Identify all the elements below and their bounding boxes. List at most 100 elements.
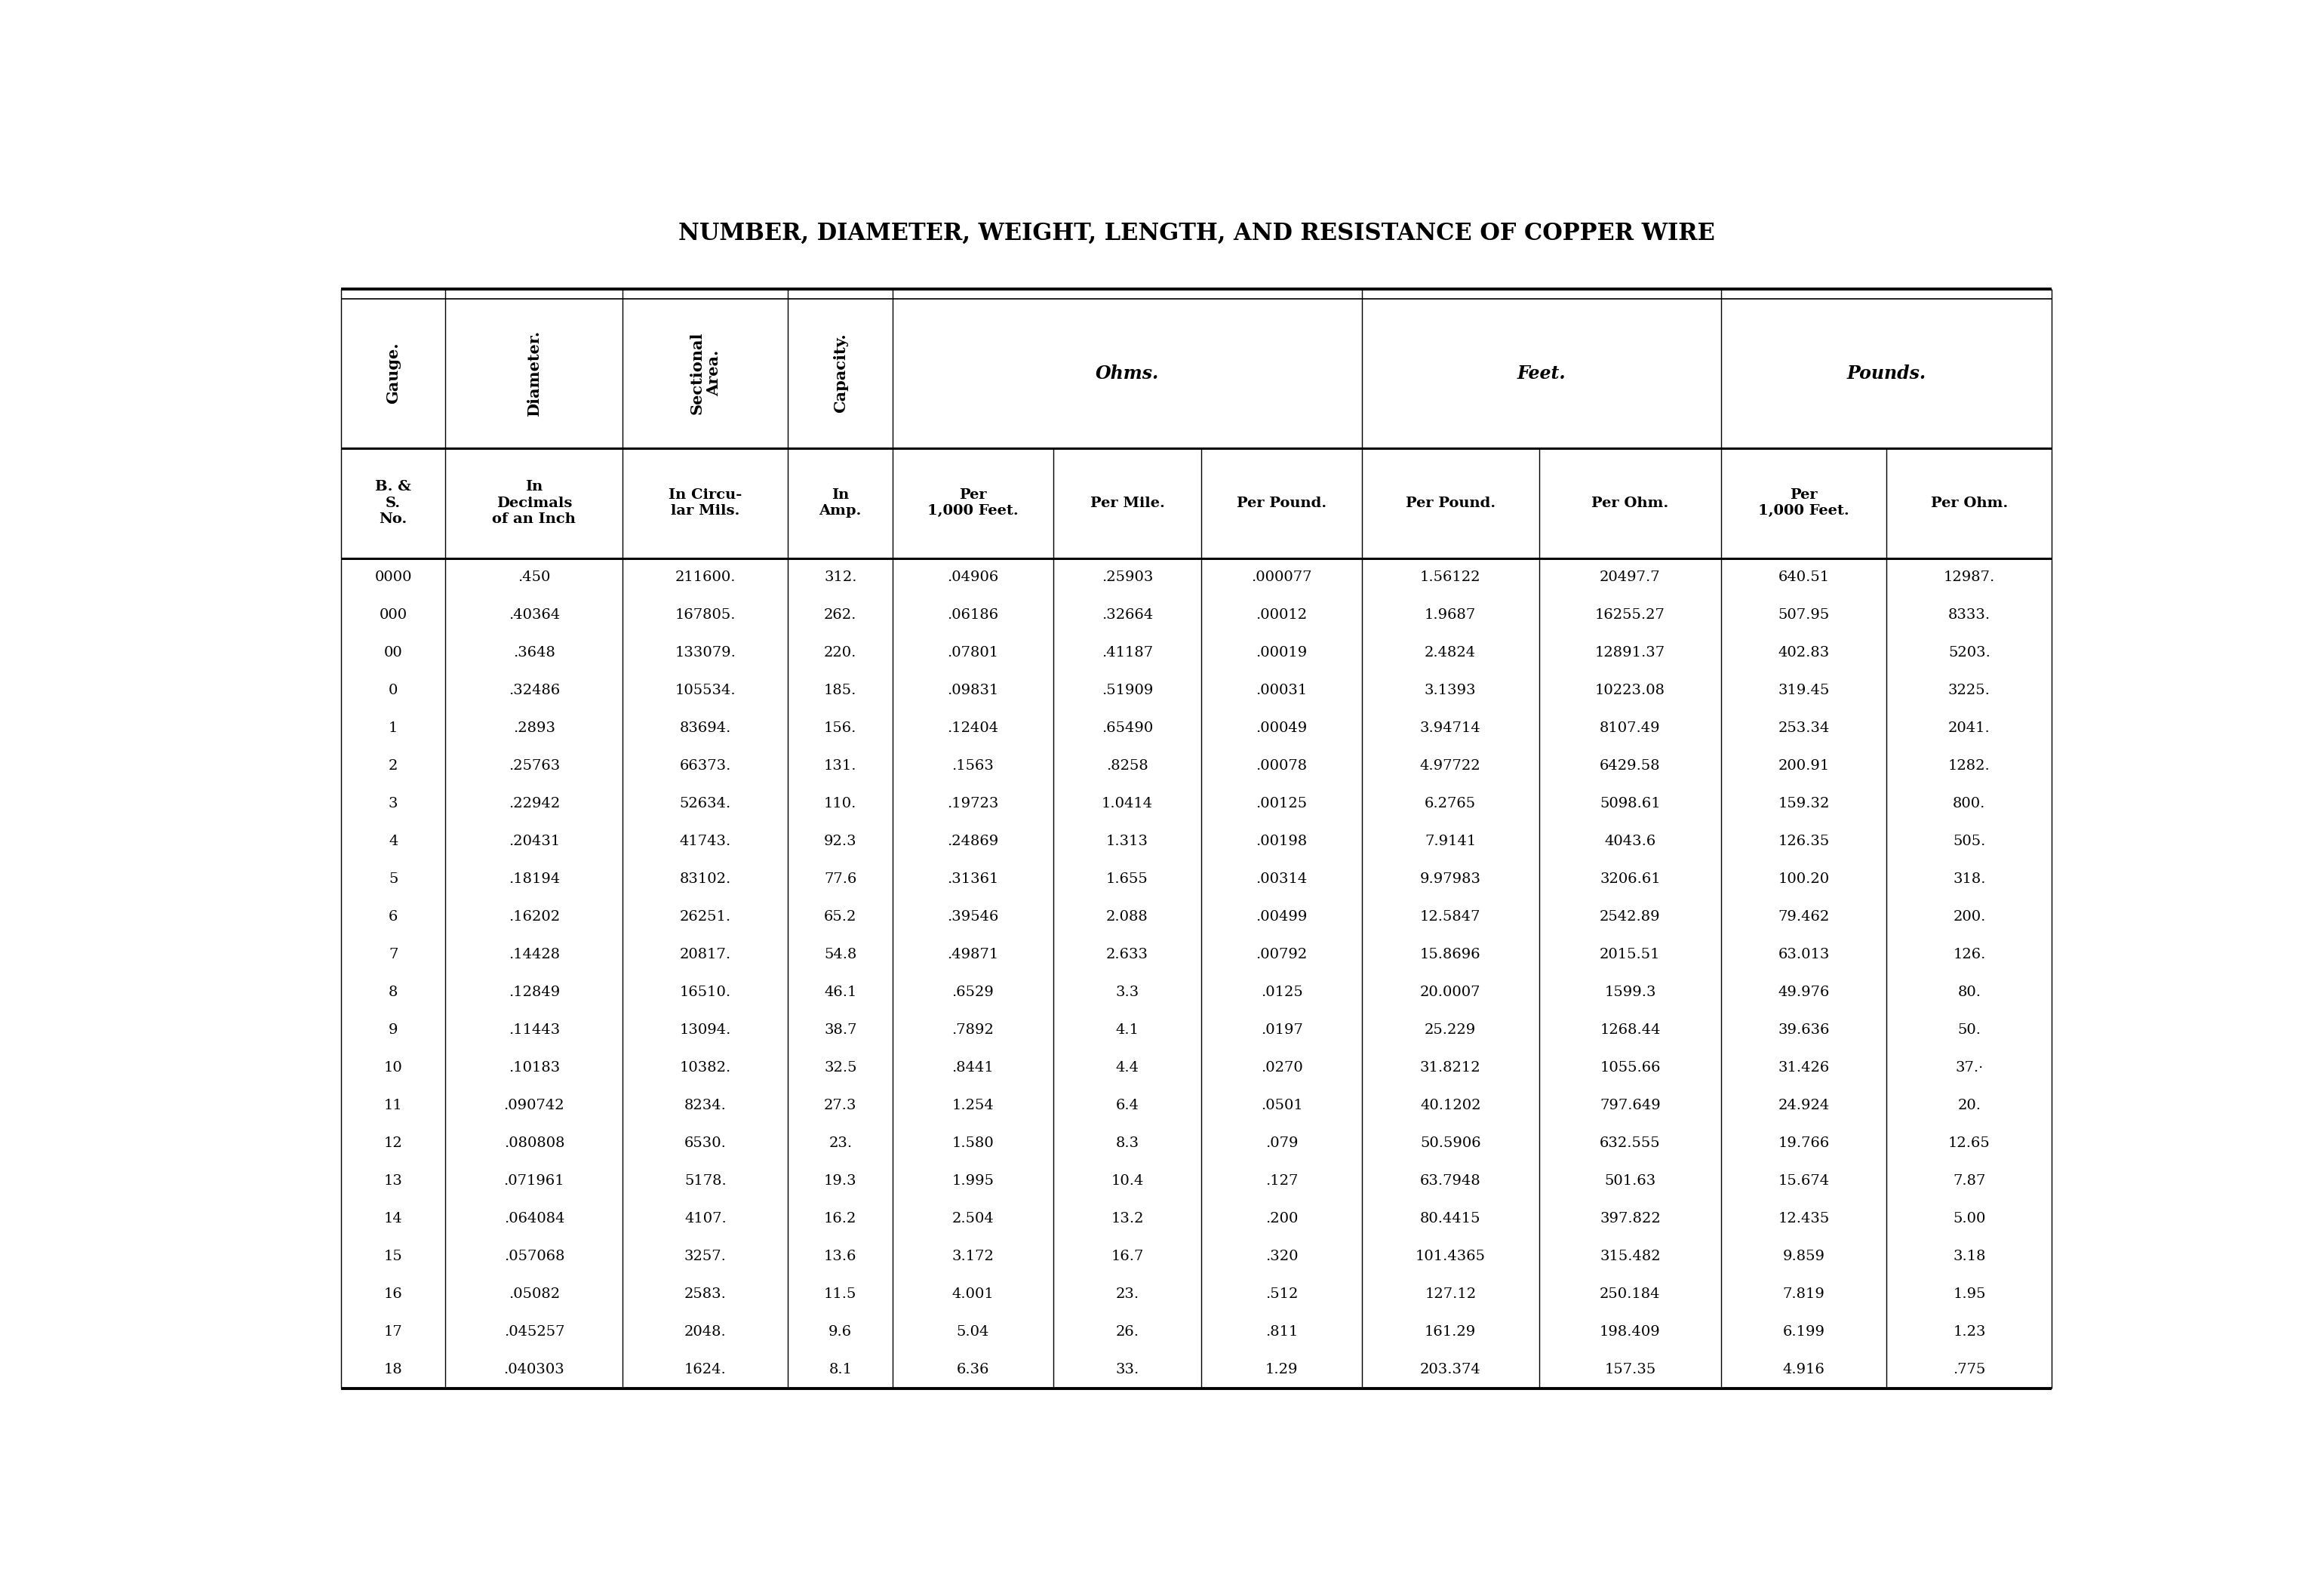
Text: 33.: 33. <box>1116 1363 1139 1375</box>
Text: 49.976: 49.976 <box>1778 986 1829 999</box>
Text: Per Pound.: Per Pound. <box>1236 496 1327 510</box>
Text: 797.649: 797.649 <box>1599 1099 1662 1111</box>
Text: Per
1,000 Feet.: Per 1,000 Feet. <box>1759 488 1850 518</box>
Text: Gauge.: Gauge. <box>386 342 400 404</box>
Text: 19.3: 19.3 <box>825 1173 858 1188</box>
Text: .0197: .0197 <box>1260 1022 1304 1037</box>
Text: 131.: 131. <box>825 758 858 773</box>
Text: 2.504: 2.504 <box>953 1212 995 1226</box>
Text: 7.819: 7.819 <box>1783 1286 1824 1301</box>
Text: 1.9687: 1.9687 <box>1425 607 1476 622</box>
Text: 38.7: 38.7 <box>825 1022 858 1037</box>
Text: .00078: .00078 <box>1255 758 1308 773</box>
Text: .1563: .1563 <box>953 758 995 773</box>
Text: 80.: 80. <box>1957 986 1980 999</box>
Text: 4: 4 <box>388 835 397 847</box>
Text: .045257: .045257 <box>504 1324 565 1339</box>
Text: 11: 11 <box>383 1099 402 1111</box>
Text: .24869: .24869 <box>948 835 999 847</box>
Text: .127: .127 <box>1264 1173 1299 1188</box>
Text: 161.29: 161.29 <box>1425 1324 1476 1339</box>
Text: .09831: .09831 <box>948 684 999 696</box>
Text: 6: 6 <box>388 909 397 924</box>
Text: 15: 15 <box>383 1250 402 1262</box>
Text: Ohms.: Ohms. <box>1095 364 1160 382</box>
Text: 4.001: 4.001 <box>953 1286 995 1301</box>
Text: .0501: .0501 <box>1260 1099 1304 1111</box>
Text: .16202: .16202 <box>509 909 560 924</box>
Text: In Circu-
lar Mils.: In Circu- lar Mils. <box>669 488 741 518</box>
Text: 507.95: 507.95 <box>1778 607 1829 622</box>
Text: 9.859: 9.859 <box>1783 1250 1824 1262</box>
Text: 7.9141: 7.9141 <box>1425 835 1476 847</box>
Text: .512: .512 <box>1264 1286 1299 1301</box>
Text: Per Ohm.: Per Ohm. <box>1931 496 2008 510</box>
Text: 211600.: 211600. <box>674 571 737 584</box>
Text: 2.088: 2.088 <box>1106 909 1148 924</box>
Text: 6.2765: 6.2765 <box>1425 797 1476 811</box>
Text: .00031: .00031 <box>1255 684 1308 696</box>
Text: 800.: 800. <box>1952 797 1985 811</box>
Text: Per Ohm.: Per Ohm. <box>1592 496 1669 510</box>
Text: 13.2: 13.2 <box>1111 1212 1143 1226</box>
Text: 16: 16 <box>383 1286 402 1301</box>
Text: 2: 2 <box>388 758 397 773</box>
Text: 1055.66: 1055.66 <box>1599 1061 1659 1075</box>
Text: 5.00: 5.00 <box>1952 1212 1985 1226</box>
Text: 3: 3 <box>388 797 397 811</box>
Text: 12891.37: 12891.37 <box>1594 646 1666 660</box>
Text: .3648: .3648 <box>514 646 555 660</box>
Text: 20817.: 20817. <box>679 948 732 960</box>
Text: 159.32: 159.32 <box>1778 797 1829 811</box>
Text: .22942: .22942 <box>509 797 560 811</box>
Text: 39.636: 39.636 <box>1778 1022 1829 1037</box>
Text: B. &
S.
No.: B. & S. No. <box>374 480 411 526</box>
Text: 65.2: 65.2 <box>825 909 858 924</box>
Text: 14: 14 <box>383 1212 402 1226</box>
Text: 2.633: 2.633 <box>1106 948 1148 960</box>
Text: 6.36: 6.36 <box>957 1363 990 1375</box>
Text: .20431: .20431 <box>509 835 560 847</box>
Text: 63.7948: 63.7948 <box>1420 1173 1480 1188</box>
Text: 11.5: 11.5 <box>825 1286 858 1301</box>
Text: 20497.7: 20497.7 <box>1599 571 1662 584</box>
Text: .071961: .071961 <box>504 1173 565 1188</box>
Text: 1.29: 1.29 <box>1264 1363 1299 1375</box>
Text: 3257.: 3257. <box>683 1250 727 1262</box>
Text: .040303: .040303 <box>504 1363 565 1375</box>
Text: .000077: .000077 <box>1250 571 1313 584</box>
Text: 8: 8 <box>388 986 397 999</box>
Text: 1.254: 1.254 <box>953 1099 995 1111</box>
Text: 319.45: 319.45 <box>1778 684 1829 696</box>
Text: 16.7: 16.7 <box>1111 1250 1143 1262</box>
Text: 12987.: 12987. <box>1943 571 1994 584</box>
Text: 24.924: 24.924 <box>1778 1099 1829 1111</box>
Text: 167805.: 167805. <box>674 607 737 622</box>
Text: 2048.: 2048. <box>683 1324 727 1339</box>
Text: 3.3: 3.3 <box>1116 986 1139 999</box>
Text: Sectional
Area.: Sectional Area. <box>690 332 723 415</box>
Text: .00499: .00499 <box>1255 909 1308 924</box>
Text: 3.1393: 3.1393 <box>1425 684 1476 696</box>
Text: 000: 000 <box>379 607 407 622</box>
Text: 402.83: 402.83 <box>1778 646 1829 660</box>
Text: 262.: 262. <box>825 607 858 622</box>
Text: 46.1: 46.1 <box>825 986 858 999</box>
Text: 10.4: 10.4 <box>1111 1173 1143 1188</box>
Text: 77.6: 77.6 <box>825 871 858 886</box>
Text: 27.3: 27.3 <box>825 1099 858 1111</box>
Text: .10183: .10183 <box>509 1061 560 1075</box>
Text: 640.51: 640.51 <box>1778 571 1829 584</box>
Text: 185.: 185. <box>825 684 858 696</box>
Text: 83102.: 83102. <box>679 871 732 886</box>
Text: .00125: .00125 <box>1255 797 1308 811</box>
Text: 15.674: 15.674 <box>1778 1173 1829 1188</box>
Text: 318.: 318. <box>1952 871 1985 886</box>
Text: 253.34: 253.34 <box>1778 722 1829 735</box>
Text: 7: 7 <box>388 948 397 960</box>
Text: 10382.: 10382. <box>679 1061 732 1075</box>
Text: 12.435: 12.435 <box>1778 1212 1829 1226</box>
Text: 632.555: 632.555 <box>1599 1137 1662 1150</box>
Text: 5098.61: 5098.61 <box>1599 797 1662 811</box>
Text: 32.5: 32.5 <box>825 1061 858 1075</box>
